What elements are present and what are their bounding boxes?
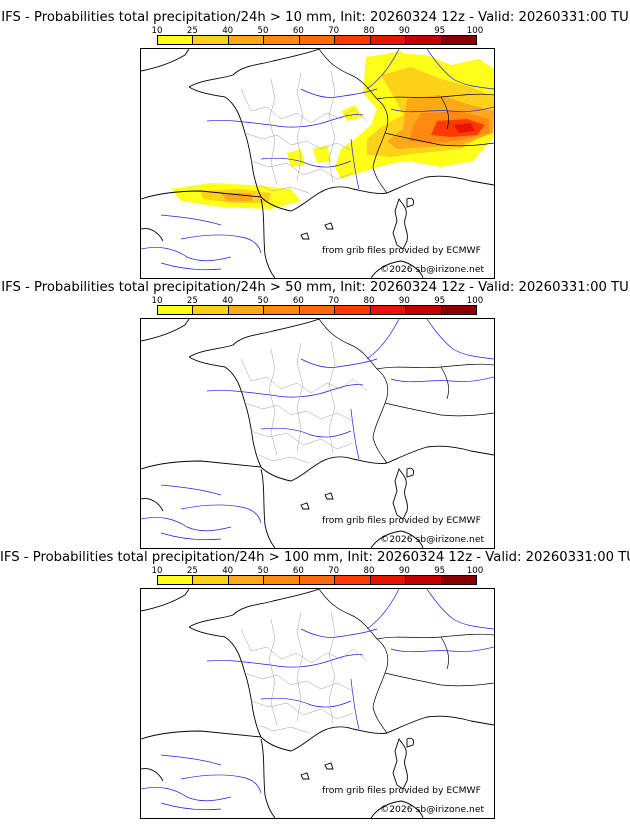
colorbar-swatch [335,36,371,44]
colorbar-tick-label: 90 [398,26,410,36]
colorbar-tick-label: 95 [434,566,446,576]
colorbar-swatch [228,36,265,44]
department-borders [240,70,368,194]
colorbar-swatch [406,36,442,44]
rivers [141,49,494,271]
colorbar-ticks: 10 25 40 50 60 70 80 90 95 100 [141,26,493,36]
map-canvas [141,319,494,548]
map-frame [140,48,495,279]
colorbar-tick-label: 80 [363,296,375,306]
colorbar-ticks: 10 25 40 50 60 70 80 90 95 100 [141,296,493,306]
colorbar-tick-label: 100 [466,26,484,36]
colorbar-swatch [441,576,476,584]
colorbar-tick-label: 100 [466,296,484,306]
credit-source: from grib files provided by ECMWF [322,785,481,796]
colorbar-swatch [228,306,265,314]
rivers [141,589,494,811]
colorbar-swatch [335,576,371,584]
colorbar-swatch [299,576,336,584]
department-borders [240,610,368,734]
colorbar-swatch [264,36,300,44]
colorbar-tick-label: 60 [292,26,304,36]
panel-title: IFS - Probabilities total precipitation/… [0,550,630,565]
colorbar-tick-label: 10 [151,566,163,576]
colorbar-tick-label: 50 [257,566,269,576]
colorbar-swatch [228,576,265,584]
colorbar-tick-label: 90 [398,566,410,576]
colorbar-tick-label: 70 [328,566,340,576]
colorbar-swatch [158,36,194,44]
coastlines [141,49,494,278]
panel-100mm: IFS - Probabilities total precipitation/… [0,540,630,819]
colorbar-tick-label: 80 [363,26,375,36]
colorbar-tick-label: 70 [328,26,340,36]
colorbar-swatch [406,576,442,584]
credit-source: from grib files provided by ECMWF [322,515,481,526]
colorbar [157,35,477,45]
colorbar-swatch [158,306,194,314]
coastlines [141,319,494,548]
credit-copyright: ©2026 sb@irizone.net [380,804,485,815]
credit-source: from grib files provided by ECMWF [322,245,481,256]
borders [318,49,494,194]
coastlines [141,589,494,818]
colorbar-tick-label: 50 [257,26,269,36]
map-canvas [141,49,494,278]
colorbar-swatch [264,576,300,584]
borders [318,589,494,734]
map-frame [140,318,495,549]
colorbar-tick-label: 95 [434,296,446,306]
colorbar-swatch [193,576,229,584]
colorbar-tick-label: 25 [186,566,198,576]
colorbar-swatch [335,306,371,314]
panel-50mm: IFS - Probabilities total precipitation/… [0,270,630,549]
colorbar-swatch [299,36,336,44]
colorbar-tick-label: 10 [151,296,163,306]
rain-layer [171,51,494,209]
colorbar [157,575,477,585]
colorbar-swatch [370,36,407,44]
colorbar-tick-label: 10 [151,26,163,36]
colorbar-tick-label: 40 [222,26,234,36]
colorbar-tick-label: 60 [292,296,304,306]
map-frame [140,588,495,819]
colorbar-tick-label: 90 [398,296,410,306]
colorbar-swatch [406,306,442,314]
department-borders [240,340,368,464]
colorbar-tick-label: 25 [186,296,198,306]
colorbar-tick-label: 50 [257,296,269,306]
credit-copyright: ©2026 sb@irizone.net [380,264,485,275]
borders [318,319,494,464]
panel-10mm: IFS - Probabilities total precipitation/… [0,0,630,279]
colorbar-swatch [193,36,229,44]
colorbar-swatch [158,576,194,584]
colorbar-tick-label: 95 [434,26,446,36]
colorbar-tick-label: 80 [363,566,375,576]
colorbar-ticks: 10 25 40 50 60 70 80 90 95 100 [141,566,493,576]
map-canvas [141,589,494,818]
panel-title: IFS - Probabilities total precipitation/… [1,10,629,25]
colorbar-swatch [370,306,407,314]
colorbar-swatch [441,36,476,44]
colorbar-tick-label: 40 [222,566,234,576]
credit-copyright: ©2026 sb@irizone.net [380,534,485,545]
colorbar-tick-label: 40 [222,296,234,306]
colorbar-swatch [370,576,407,584]
colorbar-swatch [193,306,229,314]
panel-title: IFS - Probabilities total precipitation/… [1,280,629,295]
rivers [141,319,494,541]
colorbar-tick-label: 25 [186,26,198,36]
colorbar-tick-label: 70 [328,296,340,306]
colorbar-swatch [299,306,336,314]
colorbar-tick-label: 100 [466,566,484,576]
colorbar-swatch [264,306,300,314]
colorbar-tick-label: 60 [292,566,304,576]
colorbar [157,305,477,315]
colorbar-swatch [441,306,476,314]
